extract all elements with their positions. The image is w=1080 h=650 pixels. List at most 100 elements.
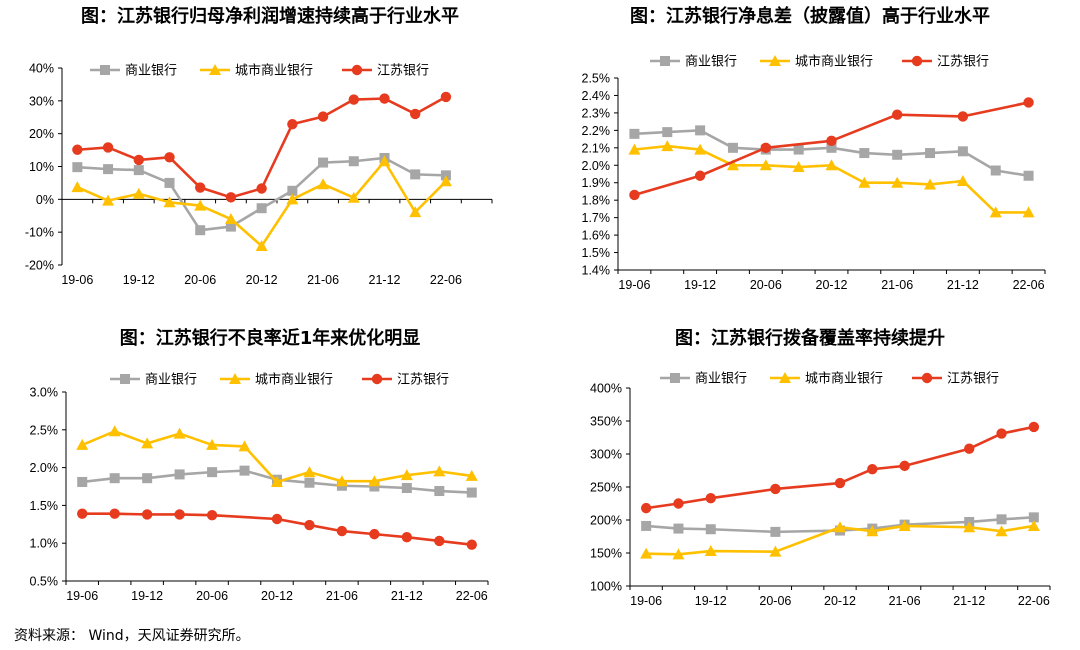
data-point-commercial [793,144,804,155]
y-tick-label: 1.6% [582,229,611,243]
y-tick-label: -20% [25,259,54,273]
data-point-city [640,547,653,559]
legend-swatch-marker [769,55,781,66]
provision-coverage-chart: 400% 350% 300% 250% 200% 150% 100% 19-06 19-12 20… [590,371,1051,608]
data-point-city [898,519,911,531]
y-tick-label: -10% [25,226,54,240]
legend-label: 商业银行 [695,372,747,387]
data-point-commercial [410,169,421,180]
y-tick-label: 150% [590,547,622,561]
x-tick-label: 19-12 [684,278,716,292]
data-point-commercial [892,149,903,160]
y-tick-label: 2.5% [30,423,59,437]
y-tick-label: 350% [590,415,622,429]
data-point-commercial [133,165,144,176]
data-point-jiangsu [369,528,380,540]
legend-swatch-marker [100,65,110,75]
data-point-jiangsu [271,513,283,525]
x-tick-label: 22-06 [1013,278,1045,292]
y-tick-label: 2.4% [582,89,611,103]
x-tick-label: 19-12 [695,594,727,608]
x-tick-label: 20-06 [184,273,216,287]
data-point-city [704,545,717,557]
series-city [71,155,452,251]
provision-coverage-chart-panel: 图：江苏银行拨备覆盖率持续提升 400% 350% 300% 250% 200% 150%… [540,322,1080,640]
data-point-commercial [256,203,267,214]
x-tick-label: 19-06 [61,273,93,287]
data-point-jiangsu [834,477,846,489]
legend-item-commercial: 商业银行 [90,64,177,79]
net-profit-growth-chart-panel: 图：江苏银行归母净利润增速持续高于行业水平 40% 30% 20% 10% 0% -10%… [0,0,540,318]
data-point-city [400,469,413,481]
data-source-note: 资料来源： Wind，天风证券研究所。 [14,628,250,644]
data-point-commercial [207,467,218,478]
legend-item-jiangsu: 江苏银行 [362,372,449,388]
x-tick-label: 21-12 [953,594,985,608]
legend-label: 江苏银行 [937,54,989,70]
net-profit-growth-chart-title: 图：江苏银行归母净利润增速持续高于行业水平 [81,6,459,27]
series-jiangsu [640,421,1040,514]
y-tick-label: 30% [29,94,54,108]
x-tick-label: 19-12 [123,273,155,287]
series-city [76,425,478,487]
legend-swatch-marker [779,372,791,383]
data-point-jiangsu [77,508,88,519]
y-tick-label: 300% [590,448,622,462]
x-tick-label: 19-06 [630,594,662,608]
data-point-city [271,475,283,487]
data-point-commercial [1023,170,1034,181]
data-point-commercial [996,514,1007,525]
data-point-commercial [348,156,359,167]
data-point-jiangsu [1023,97,1034,108]
npl-ratio-chart: 3.0% 2.5% 2.0% 1.5% 1.0% 0.5% 19-06 19-12 20-06 2… [30,372,489,603]
data-point-city [792,161,805,173]
x-tick-label: 19-12 [131,589,163,603]
x-tick-label: 19-06 [66,589,98,603]
data-point-commercial [103,164,114,175]
data-point-commercial [369,481,380,492]
data-point-commercial [304,477,315,488]
x-tick-label: 20-06 [196,589,228,603]
y-tick-label: 20% [29,127,54,141]
data-point-commercial [705,524,716,535]
data-point-city [224,213,237,225]
data-point-commercial [673,523,684,534]
y-tick-label: 1.7% [582,211,611,225]
data-point-commercial [72,162,83,173]
x-tick-label: 21-12 [947,278,979,292]
x-tick-label: 22-06 [456,589,488,603]
legend-label: 商业银行 [145,373,197,388]
legend-swatch-marker [921,372,933,384]
data-point-jiangsu [133,154,144,166]
y-tick-label: 2.5% [582,72,611,86]
y-tick-label: 1.5% [30,499,59,513]
data-point-commercial [662,127,673,138]
data-point-commercial [925,148,936,159]
data-point-jiangsu [760,142,772,154]
data-point-jiangsu [694,170,706,181]
data-point-commercial [695,125,706,136]
data-point-city [465,469,478,481]
data-point-city [102,194,115,206]
data-point-jiangsu [206,510,218,521]
legend-label: 商业银行 [685,55,737,70]
data-point-jiangsu [72,144,83,155]
data-point-city [866,525,879,537]
x-tick-label: 21-12 [391,589,423,603]
data-point-jiangsu [256,183,267,194]
y-tick-label: 1.8% [582,194,611,208]
data-point-jiangsu [440,91,452,103]
data-point-city [891,176,904,188]
y-tick-label: 2.1% [582,141,611,155]
legend-swatch-marker [670,373,680,383]
data-point-city [995,525,1008,537]
data-point-commercial [174,469,185,480]
y-tick-label: 1.4% [582,264,611,278]
data-point-city [694,143,707,155]
legend-swatch-marker [229,373,241,384]
data-point-city [672,548,685,560]
legend-swatch-marker [371,373,383,385]
x-tick-label: 22-06 [1018,594,1050,608]
data-point-jiangsu [964,443,975,454]
data-point-city [924,178,937,190]
